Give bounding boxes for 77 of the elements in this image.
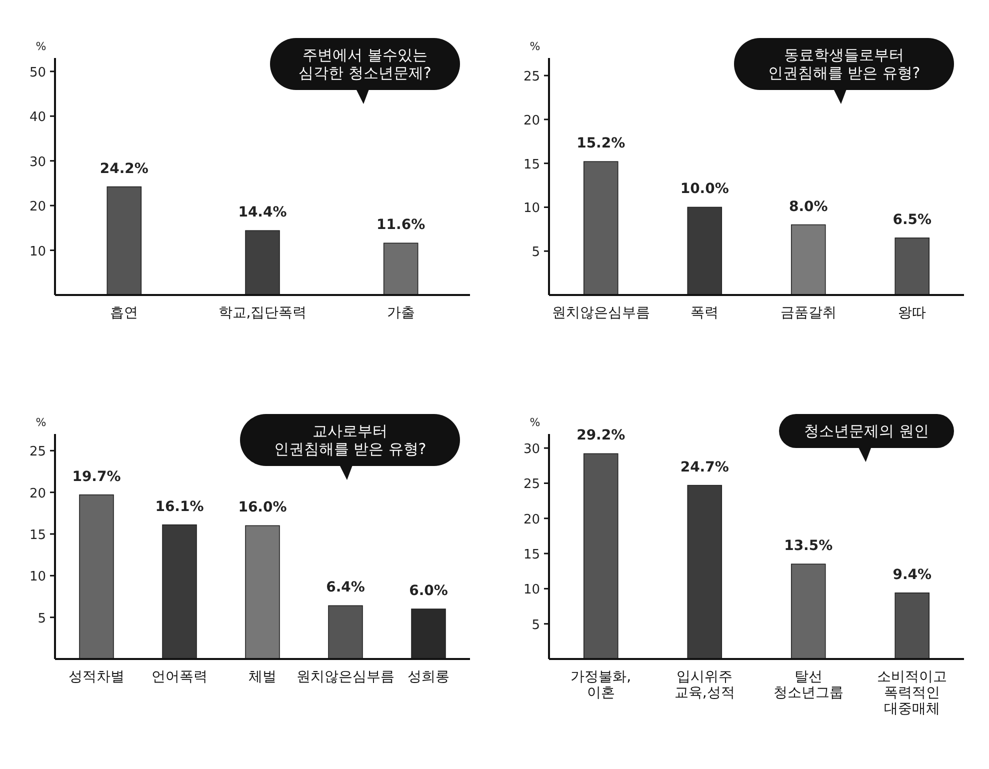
y-tick-label: 20 <box>523 512 540 528</box>
x-tick-label: 가정불화, 이혼 <box>570 669 632 701</box>
y-tick-label: 15 <box>29 528 46 543</box>
y-axis-title: % <box>530 40 540 53</box>
y-tick-label: 10 <box>523 582 540 598</box>
x-tick-label: 언어폭력 <box>152 669 208 685</box>
bar <box>687 484 722 660</box>
bar <box>894 238 930 296</box>
data-label: 24.7% <box>680 459 729 476</box>
y-axis-title: % <box>36 40 46 53</box>
bar <box>79 494 114 660</box>
data-label: 10.0% <box>680 181 729 198</box>
data-label: 14.4% <box>238 204 287 221</box>
data-label: 6.0% <box>409 583 448 599</box>
y-tick-label: 20 <box>523 113 540 128</box>
y-tick-label: 30 <box>523 442 540 458</box>
x-tick-label: 폭력 <box>690 305 719 321</box>
data-label: 6.4% <box>326 580 365 596</box>
chart-title: 주변에서 볼수있는 심각한 청소년문제? <box>298 46 432 82</box>
y-axis-title: % <box>530 416 540 429</box>
y-tick-label: 10 <box>523 201 540 216</box>
y-tick-label: 5 <box>532 618 540 633</box>
x-tick-label: 금품갈취 <box>780 305 836 321</box>
bar <box>790 564 826 660</box>
y-tick-label: 10 <box>29 570 46 585</box>
y-tick-label: 5 <box>38 611 46 626</box>
data-label: 29.2% <box>576 428 626 444</box>
bar <box>894 592 930 660</box>
chart-title: 청소년문제의 원인 <box>804 422 929 440</box>
y-tick-label: 40 <box>29 110 46 126</box>
y-tick-label: 25 <box>523 477 540 492</box>
bar <box>583 453 618 660</box>
y-tick-label: 50 <box>29 65 46 80</box>
bar <box>106 186 142 296</box>
data-label: 9.4% <box>892 566 932 583</box>
x-tick-label: 소비적이고 폭력적인 대중매체 <box>877 669 948 717</box>
bar <box>245 525 280 660</box>
bar <box>245 230 280 296</box>
y-tick-label: 25 <box>523 70 540 85</box>
x-tick-label: 원치않은심부름 <box>296 669 394 685</box>
x-tick-label: 학교,집단폭력 <box>218 305 307 321</box>
y-tick-label: 10 <box>29 244 46 260</box>
data-label: 16.1% <box>155 498 204 515</box>
y-tick-label: 5 <box>532 245 540 260</box>
data-label: 13.5% <box>784 538 833 554</box>
bar <box>383 242 418 296</box>
x-tick-label: 입시위주 교육,성적 <box>674 669 735 701</box>
bar <box>790 224 826 296</box>
bar <box>162 524 197 660</box>
bar <box>328 605 363 660</box>
y-axis-title: % <box>36 416 46 429</box>
chart-title: 동료학생들로부터 인권침해를 받은 유형? <box>768 46 920 82</box>
data-label: 16.0% <box>238 500 287 516</box>
x-tick-label: 성희롱 <box>408 669 450 685</box>
x-tick-label: 가출 <box>386 305 415 321</box>
bar <box>411 608 446 660</box>
data-label: 15.2% <box>576 136 626 152</box>
bar <box>687 206 722 296</box>
x-tick-label: 원치않은심부름 <box>552 305 650 321</box>
x-tick-label: 체벌 <box>248 669 276 685</box>
x-tick-label: 탈선 청소년그룹 <box>773 669 844 701</box>
bar <box>583 161 618 296</box>
y-tick-label: 25 <box>29 444 46 460</box>
data-label: 19.7% <box>72 468 121 485</box>
chart-title: 교사로부터 인권침해를 받은 유형? <box>274 422 426 458</box>
data-label: 8.0% <box>788 198 828 215</box>
y-tick-label: 15 <box>523 548 540 563</box>
data-label: 24.2% <box>100 160 148 177</box>
y-tick-label: 30 <box>29 154 46 170</box>
data-label: 11.6% <box>376 217 426 234</box>
y-tick-label: 15 <box>523 157 540 172</box>
data-label: 6.5% <box>892 212 932 228</box>
x-tick-label: 성적차별 <box>68 669 124 685</box>
y-tick-label: 20 <box>29 200 46 215</box>
x-tick-label: 왕따 <box>898 305 926 321</box>
y-tick-label: 20 <box>29 486 46 502</box>
x-tick-label: 흡연 <box>110 305 138 321</box>
